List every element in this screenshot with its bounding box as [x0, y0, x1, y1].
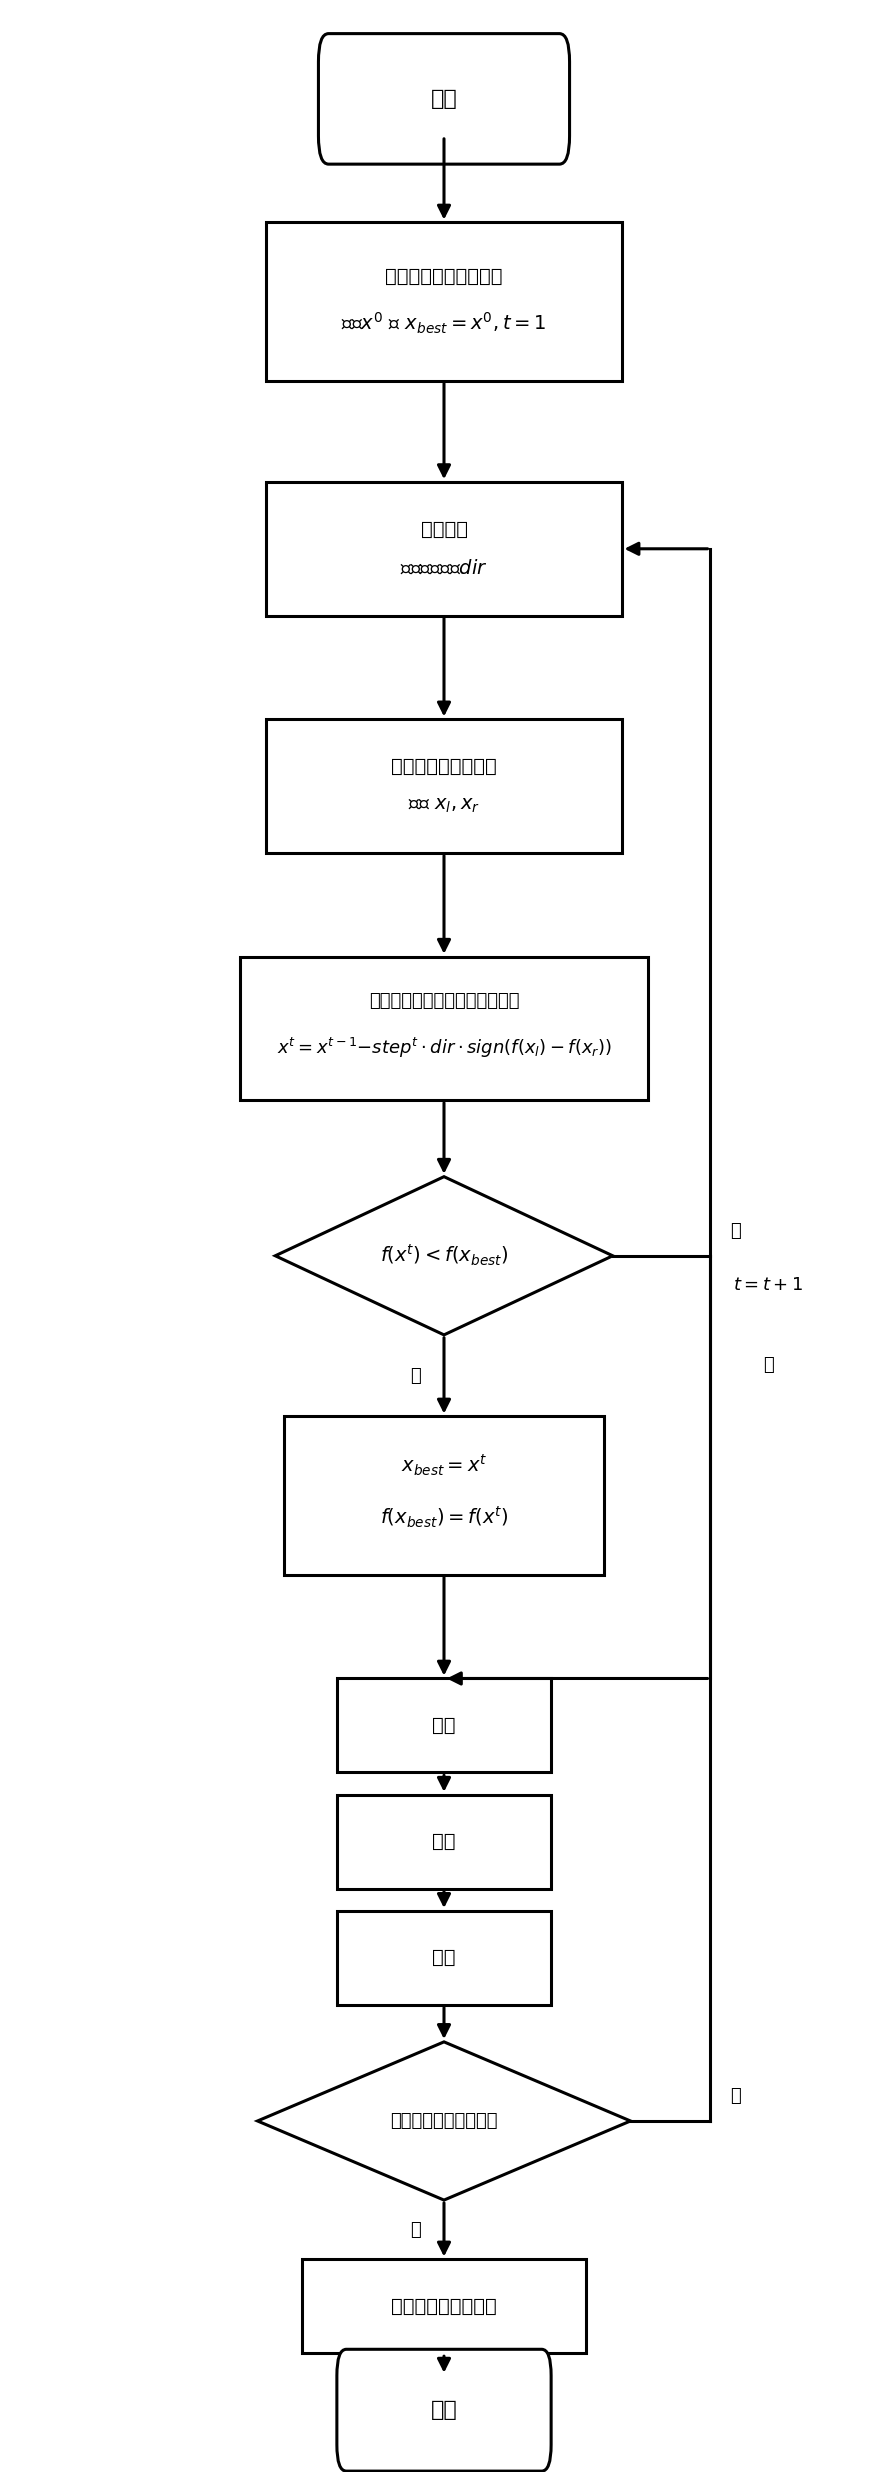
Bar	[284, 1416, 604, 1575]
Text: $\mathit{x}^t=\mathit{x}^{t-1}\mathrm{-}step^t\cdot \mathit{dir}\cdot sign(\math: $\mathit{x}^t=\mathit{x}^{t-1}\mathrm{-}…	[276, 1036, 612, 1060]
Text: 开始: 开始	[431, 89, 457, 109]
FancyBboxPatch shape	[319, 35, 569, 163]
Text: $\mathit{x}_{best}=\mathit{x}^t$: $\mathit{x}_{best}=\mathit{x}^t$	[400, 1454, 488, 1478]
Text: 位置 $\mathit{x}_l,\mathit{x}_r$: 位置 $\mathit{x}_l,\mathit{x}_r$	[408, 796, 480, 816]
Text: 交叉: 交叉	[432, 1832, 456, 1852]
Text: 结束: 结束	[431, 2400, 457, 2420]
Text: 否: 否	[730, 2086, 741, 2106]
Text: 选择: 选择	[432, 1716, 456, 1735]
Text: 否: 否	[763, 1355, 773, 1374]
Text: $\mathit{f}(\mathit{x}^t)<\mathit{f}(\mathit{x}_{best})$: $\mathit{f}(\mathit{x}^t)<\mathit{f}(\ma…	[380, 1243, 508, 1268]
Text: 修正: 修正	[432, 1948, 456, 1968]
Text: 编码、初始化种群并初: 编码、初始化种群并初	[385, 267, 503, 287]
Text: 是: 是	[410, 2220, 421, 2240]
Bar	[337, 1795, 551, 1889]
Text: 单位方向向量$\mathit{dir}$: 单位方向向量$\mathit{dir}$	[400, 559, 488, 578]
Text: $t=t+1$: $t=t+1$	[733, 1276, 803, 1295]
Text: $\mathit{f}(\mathit{x}_{best})=\mathit{f}(\mathit{x}^t)$: $\mathit{f}(\mathit{x}_{best})=\mathit{f…	[380, 1505, 508, 1530]
Text: 始化$\mathit{x}^0$ 令 $\mathit{x}_{best}=\mathit{x}^0,t=1$: 始化$\mathit{x}^0$ 令 $\mathit{x}_{best}=\m…	[341, 311, 547, 336]
Text: 否: 否	[730, 1221, 741, 1241]
Text: 是否达到最大迭代次数: 是否达到最大迭代次数	[390, 2111, 498, 2131]
Bar	[240, 957, 648, 1100]
Bar	[266, 222, 622, 381]
Text: 随机生成: 随机生成	[421, 519, 467, 539]
Polygon shape	[275, 1177, 613, 1335]
Bar	[266, 482, 622, 616]
FancyBboxPatch shape	[337, 2348, 551, 2472]
Bar	[337, 1911, 551, 2005]
Text: 计算最终目标函数值: 计算最终目标函数值	[391, 2296, 497, 2316]
Text: 是: 是	[410, 1367, 421, 1384]
Bar	[302, 2259, 586, 2353]
Polygon shape	[258, 2042, 630, 2200]
Bar	[266, 719, 622, 853]
Bar	[337, 1678, 551, 1772]
Text: 计算天牛左须、右须: 计算天牛左须、右须	[391, 756, 497, 776]
Text: 根据左右须目标函数值更新位置: 根据左右须目标函数值更新位置	[369, 991, 519, 1011]
